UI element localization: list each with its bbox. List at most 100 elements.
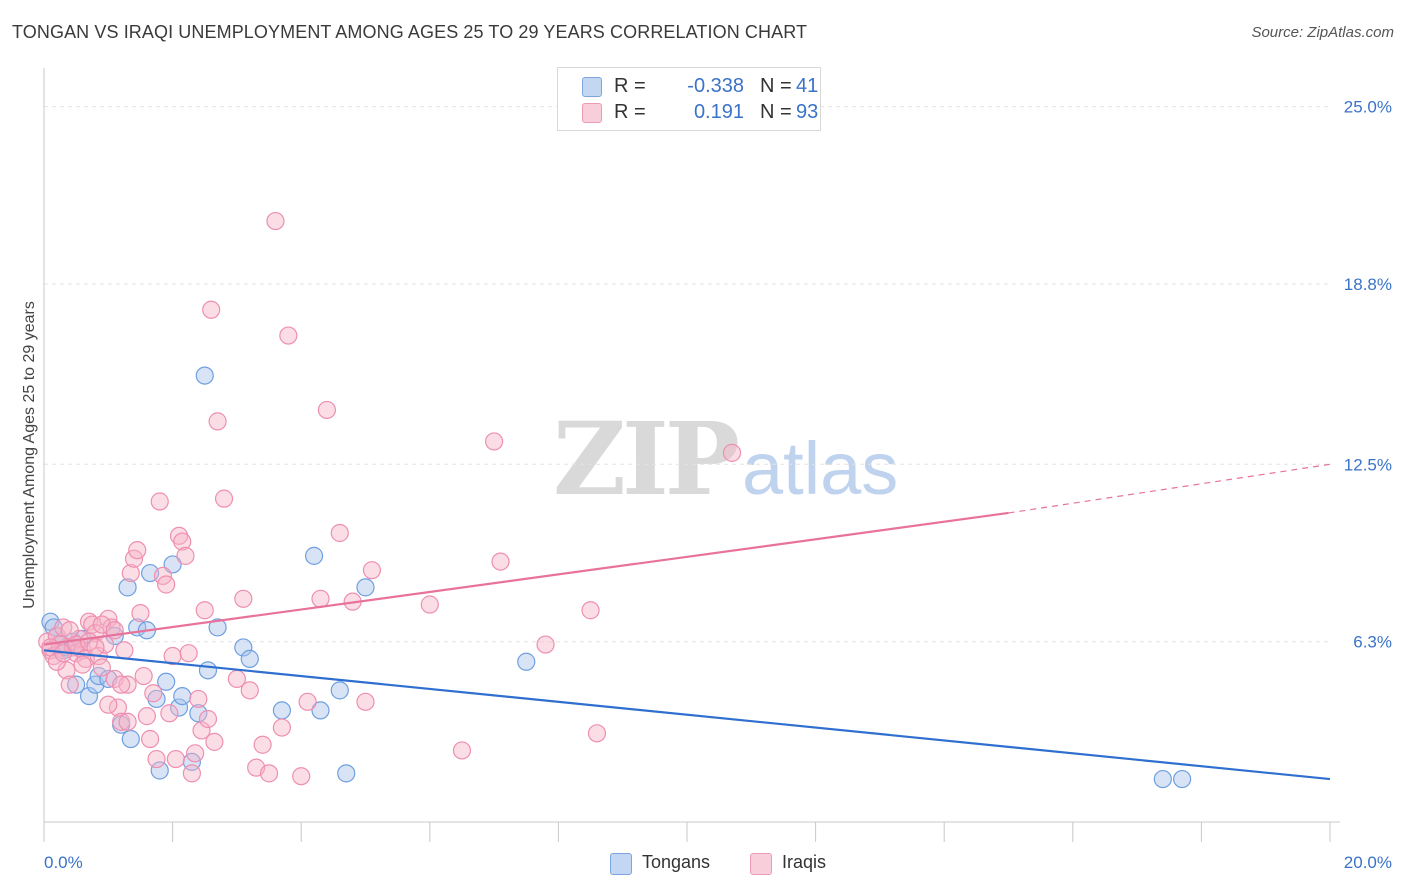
legend-n-value: 93 [796,101,819,123]
data-point-iraqis [311,589,330,608]
data-point-iraqis [234,589,253,608]
data-point-tongans [147,689,166,709]
legend-n-label: N = [760,75,792,97]
data-point-iraqis [581,601,600,620]
data-point-tongans [337,764,356,783]
data-point-iraqis [140,729,160,749]
y-tick-label: 12.5% [1344,455,1392,474]
data-point-iraqis [86,638,105,657]
data-point-tongans [272,701,292,720]
data-point-iraqis [118,675,137,694]
data-point-tongans [173,686,192,706]
data-point-iraqis [137,707,156,726]
legend-label-iraqis: Iraqis [782,852,827,872]
legend-label-tongans: Tongans [642,852,711,872]
data-point-iraqis [192,721,211,740]
legend-n-label: N = [760,101,792,123]
y-tick-label: 6.3% [1353,633,1392,652]
watermark: ZIPatlas [553,400,898,518]
data-point-tongans [330,681,349,700]
legend-swatch-tongans [610,853,632,875]
legend-r-label: R = [614,101,646,123]
watermark-atlas: atlas [741,427,899,510]
data-point-iraqis [131,604,150,623]
data-point-iraqis [202,300,221,319]
data-point-iraqis [279,326,298,345]
data-point-tongans [121,729,140,749]
data-point-iraqis [118,712,137,731]
data-point-tongans [240,649,259,668]
data-point-tongans [67,675,86,694]
data-point-iraqis [160,704,179,723]
data-point-iraqis [92,658,111,677]
data-point-tongans [517,652,536,671]
data-point-iraqis [587,724,607,743]
data-point-iraqis [195,601,214,620]
data-point-iraqis [722,443,742,462]
data-point-iraqis [176,546,195,565]
data-point-iraqis [115,641,134,660]
data-point-iraqis [134,666,153,686]
data-point-tongans [208,618,227,637]
data-point-iraqis [205,732,224,751]
legend-swatch-iraqis [582,103,602,123]
data-point-iraqis [272,718,292,737]
data-point-iraqis [150,492,169,511]
data-point-tongans [311,701,330,720]
chart-title: TONGAN VS IRAQI UNEMPLOYMENT AMONG AGES … [12,22,808,42]
data-point-tongans [195,366,214,385]
legend-n-value: 41 [796,75,819,97]
data-point-iraqis [356,692,375,711]
data-point-iraqis [112,675,131,694]
data-point-tongans [1153,769,1172,789]
data-point-iraqis [128,541,147,560]
data-point-iraqis [60,675,79,694]
trend-line-iraqis [43,511,1009,646]
data-point-iraqis [214,489,234,508]
data-point-iraqis [491,552,510,571]
data-point-iraqis [259,764,279,783]
data-point-iraqis [186,744,205,763]
data-point-iraqis [266,211,285,231]
data-point-iraqis [452,741,472,760]
data-point-iraqis [198,709,218,729]
data-point-tongans [169,698,189,717]
data-point-iraqis [253,735,272,754]
legend-r-value: -0.338 [687,75,744,97]
data-point-iraqis [208,412,227,431]
legend-swatch-iraqis [750,853,772,875]
data-point-iraqis [485,432,504,451]
data-point-tongans [304,546,324,565]
data-point-iraqis [166,749,185,769]
data-point-iraqis [99,695,118,714]
data-point-tongans [79,686,99,706]
legend-r-label: R = [614,75,646,97]
data-point-iraqis [147,749,166,769]
source-label: Source: ZipAtlas.com [1251,24,1394,41]
trend-line-iraqis-extension [1008,463,1331,514]
data-point-iraqis [73,655,92,674]
legend-r-value: 0.191 [693,101,744,123]
data-point-iraqis [179,644,198,663]
x-tick-label-max: 20.0% [1344,853,1392,872]
y-tick-label: 25.0% [1344,98,1392,117]
data-point-tongans [118,578,137,597]
data-point-iraqis [330,523,349,543]
data-point-iraqis [121,563,140,583]
legend-swatch-tongans [582,77,602,97]
data-point-tongans [150,761,169,780]
data-point-iraqis [189,689,208,709]
data-point-iraqis [169,526,189,545]
correlation-legend: R = -0.338 N = 41 R = 0.191 N = 93 [557,67,821,131]
trend-line-tongans [43,649,1331,781]
data-point-iraqis [173,532,192,551]
data-point-tongans [157,672,176,691]
data-point-iraqis [112,712,131,731]
data-point-iraqis [362,561,382,580]
data-point-iraqis [292,767,311,786]
data-point-iraqis [298,692,317,711]
data-point-tongans [356,578,375,597]
x-tick-label-min: 0.0% [44,853,83,872]
data-point-iraqis [157,575,176,594]
